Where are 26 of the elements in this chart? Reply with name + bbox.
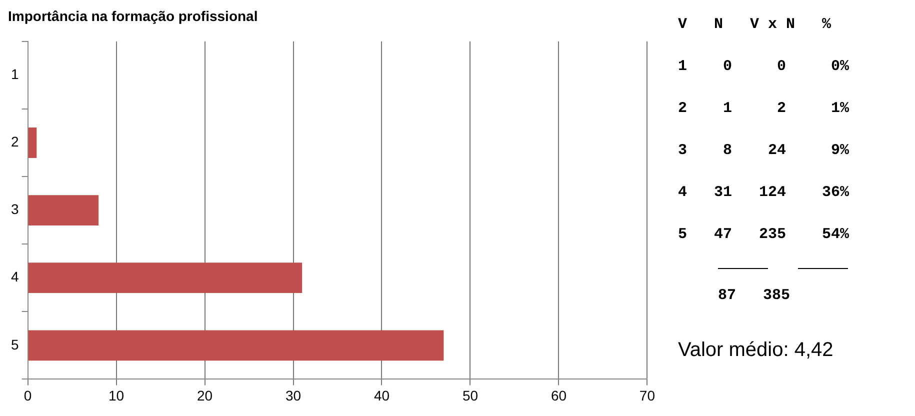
bar [28, 330, 444, 361]
y-tick-label: 5 [10, 336, 19, 352]
text: 2 1 2 1% [678, 100, 850, 119]
bar [28, 262, 302, 294]
text: 87 385 [718, 287, 792, 306]
text: 5 47 235 54% [678, 226, 850, 245]
y-tick-label: 1 [10, 66, 19, 82]
text: V N V x N % [678, 16, 832, 35]
y-tick-label: 4 [10, 268, 19, 285]
text: 4 31 124 36% [678, 184, 850, 203]
chart-title: Importância na formação profissional [8, 8, 259, 26]
bar [28, 195, 99, 226]
y-tick-label: 3 [10, 201, 19, 218]
x-tick-label: 40 [374, 387, 390, 404]
x-tick-label: 70 [639, 387, 656, 404]
x-tick-label: 20 [196, 387, 213, 404]
x-tick-label: 0 [24, 387, 32, 404]
y-tick-label: 2 [10, 134, 19, 150]
x-tick-label: 10 [108, 387, 124, 404]
text: 3 8 24 9% [678, 142, 850, 161]
bar [28, 128, 37, 158]
x-tick-label: 30 [285, 387, 302, 404]
text: 1 0 0 0% [678, 58, 850, 77]
x-tick-label: 60 [550, 387, 567, 404]
x-tick-label: 50 [462, 387, 478, 404]
text: Valor médio: 4,42 [678, 339, 834, 362]
